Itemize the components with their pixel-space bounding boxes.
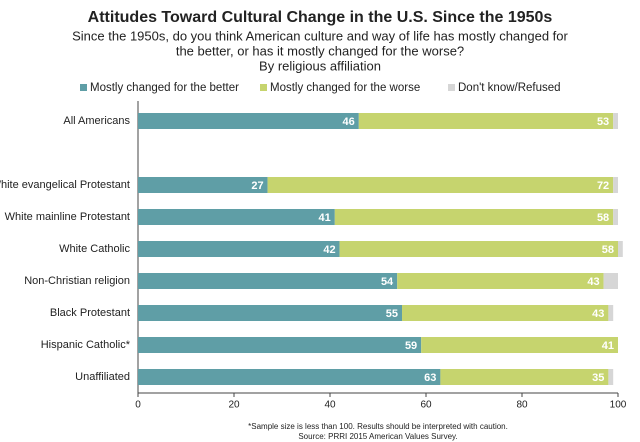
value-label: 72 <box>597 180 609 192</box>
y-tick-label: All Americans <box>63 115 130 127</box>
x-tick-label: 0 <box>135 400 141 411</box>
bar-segment <box>138 305 402 321</box>
y-tick-label: Hispanic Catholic* <box>41 339 131 351</box>
bar-segment <box>613 209 618 225</box>
bar-segment <box>440 369 609 385</box>
legend-label: Don't know/Refused <box>458 82 561 94</box>
legend-swatch <box>80 84 87 91</box>
value-label: 35 <box>592 372 604 384</box>
source: Source: PRRI 2015 American Values Survey… <box>298 432 457 441</box>
y-tick-label: Non-Christian religion <box>24 275 130 287</box>
value-label: 43 <box>592 308 604 320</box>
x-tick-label: 80 <box>516 400 528 411</box>
bar-segment <box>138 177 268 193</box>
bar-segment <box>618 241 623 257</box>
bar-segment <box>138 241 340 257</box>
bar-segment <box>358 113 614 129</box>
legend-label: Mostly changed for the worse <box>270 82 420 94</box>
x-tick-label: 40 <box>324 400 336 411</box>
chart-title: Attitudes Toward Cultural Change in the … <box>88 9 553 26</box>
value-label: 63 <box>424 372 436 384</box>
value-label: 59 <box>405 340 417 352</box>
y-tick-label: Black Protestant <box>50 307 130 319</box>
value-label: 46 <box>343 116 355 128</box>
value-label: 54 <box>381 276 394 288</box>
chart-subtitle: Since the 1950s, do you think American c… <box>72 28 568 43</box>
bar-segment <box>334 209 614 225</box>
bar-segment <box>339 241 618 257</box>
y-tick-label: White evangelical Protestant <box>0 179 130 191</box>
value-label: 41 <box>602 340 614 352</box>
bar-segment <box>267 177 614 193</box>
y-tick-label: White mainline Protestant <box>5 211 130 223</box>
bar-segment <box>138 337 422 353</box>
value-label: 42 <box>323 244 335 256</box>
bar-segment <box>397 273 604 289</box>
legend-label: Mostly changed for the better <box>90 82 239 94</box>
value-label: 58 <box>602 244 614 256</box>
x-tick-label: 20 <box>228 400 240 411</box>
bar-segment <box>613 177 618 193</box>
value-label: 58 <box>597 212 609 224</box>
bar-segment <box>603 273 618 289</box>
bar-segment <box>138 113 359 129</box>
legend-swatch <box>260 84 267 91</box>
legend-swatch <box>448 84 455 91</box>
chart-subtitle: the better, or has it mostly changed for… <box>176 43 464 58</box>
bar-segment <box>138 273 398 289</box>
y-tick-label: White Catholic <box>59 243 130 255</box>
value-label: 27 <box>251 180 263 192</box>
value-label: 55 <box>386 308 398 320</box>
value-label: 53 <box>597 116 609 128</box>
value-label: 43 <box>587 276 599 288</box>
x-tick-label: 60 <box>420 400 432 411</box>
value-label: 41 <box>319 212 331 224</box>
chart-subtitle: By religious affiliation <box>259 58 381 73</box>
bar-segment <box>613 113 618 129</box>
bar-segment <box>402 305 609 321</box>
footnote: *Sample size is less than 100. Results s… <box>248 422 508 431</box>
x-tick-label: 100 <box>610 400 627 411</box>
bar-segment <box>421 337 618 353</box>
bar-segment <box>608 369 614 385</box>
y-tick-label: Unaffiliated <box>75 371 130 383</box>
bar-segment <box>138 209 335 225</box>
bar-segment <box>608 305 614 321</box>
bar-segment <box>138 369 441 385</box>
